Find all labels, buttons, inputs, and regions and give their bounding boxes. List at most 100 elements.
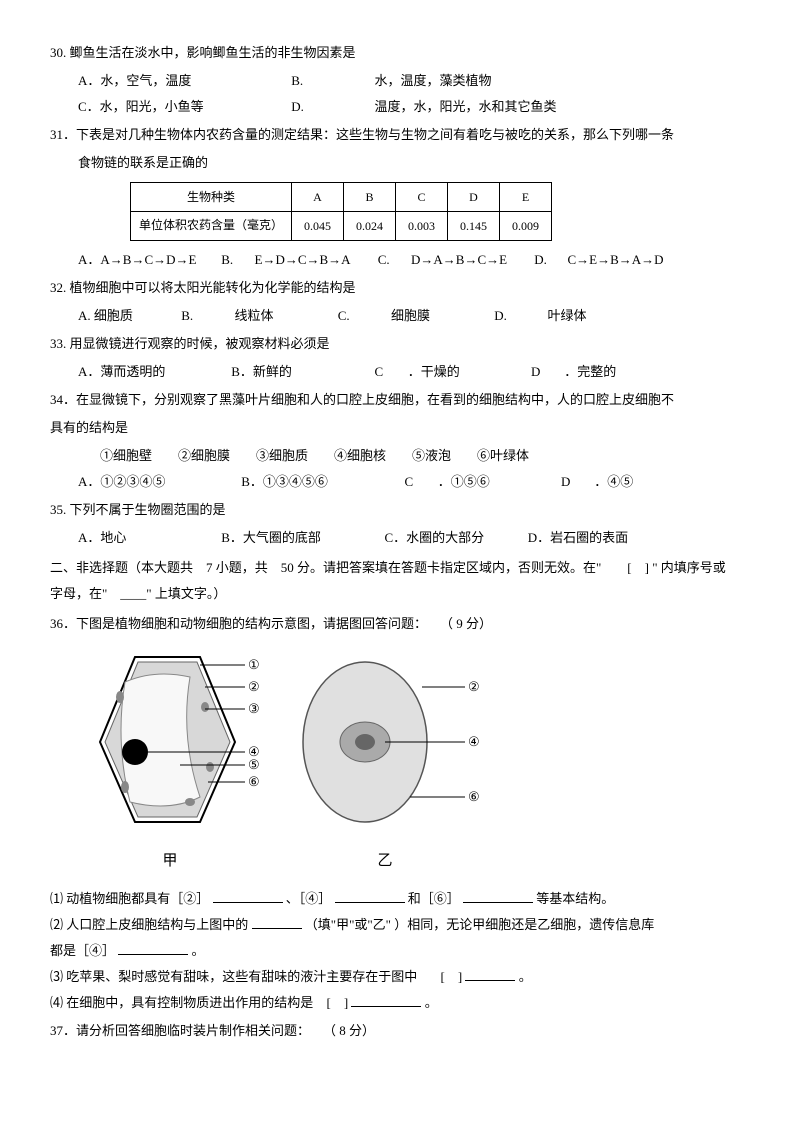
plant-cell-diagram: ① ② ③ ④ ⑤ ⑥ 甲 bbox=[80, 647, 260, 876]
blank-field[interactable] bbox=[118, 939, 188, 955]
q30-text: 30. 鲫鱼生活在淡水中，影响鲫鱼生活的非生物因素是 bbox=[50, 40, 750, 66]
blank-field[interactable] bbox=[465, 965, 515, 981]
q36-sub3-b: [ ] bbox=[441, 969, 463, 984]
question-35: 35. 下列不属于生物圈范围的是 A．地心 B．大气圈的底部 C．水圈的大部分 … bbox=[50, 497, 750, 551]
table-col-c: C bbox=[396, 183, 448, 212]
q31-options: A．A→B→C→D→E B. E→D→C→B→A C. D→A→B→C→E D.… bbox=[50, 247, 750, 273]
q34-choices: ①细胞壁 ②细胞膜 ③细胞质 ④细胞核 ⑤液泡 ⑥叶绿体 bbox=[50, 443, 750, 469]
q35-opt-b: B．大气圈的底部 bbox=[221, 525, 381, 551]
table-header-row: 生物种类 A B C D E bbox=[131, 183, 552, 212]
q32-opt-c-label: C. bbox=[338, 303, 388, 329]
plant-label-1: ① bbox=[248, 657, 260, 672]
table-col-e: E bbox=[500, 183, 552, 212]
q36-sub2-e: 。 bbox=[192, 943, 205, 958]
q30-opt-b-text: 水，温度，藻类植物 bbox=[375, 68, 492, 94]
plant-label-2: ② bbox=[248, 679, 260, 694]
q34-opt-a: A．①②③④⑤ bbox=[78, 469, 238, 495]
plant-cell-svg: ① ② ③ ④ ⑤ ⑥ bbox=[80, 647, 260, 837]
q31-text2: 食物链的联系是正确的 bbox=[50, 150, 750, 176]
q30-options-row1: A．水，空气，温度 B. 水，温度，藻类植物 bbox=[50, 68, 750, 94]
q30-opt-d-label: D. bbox=[291, 94, 371, 120]
q35-opt-a: A．地心 bbox=[78, 525, 218, 551]
q36-sub4-a: ⑷ 在细胞中，具有控制物质进出作用的结构是 bbox=[50, 995, 313, 1010]
q36-sub3-c: 。 bbox=[519, 969, 532, 984]
table-col-d: D bbox=[448, 183, 500, 212]
q33-opt-d-text: ．完整的 bbox=[564, 359, 616, 385]
q34-opt-d-text: ．④⑤ bbox=[594, 469, 633, 495]
plant-label-5: ⑤ bbox=[248, 757, 260, 772]
q31-opt-d-label: D. bbox=[534, 247, 564, 273]
question-36: 36．下图是植物细胞和动物细胞的结构示意图，请据图回答问题： （ 9 分） bbox=[50, 611, 750, 1016]
q31-opt-b-label: B. bbox=[221, 247, 251, 273]
q32-opt-c-text: 细胞膜 bbox=[391, 303, 491, 329]
q32-opt-d-label: D. bbox=[494, 303, 544, 329]
plant-cell-caption: 甲 bbox=[80, 846, 260, 876]
q30-opt-b-label: B. bbox=[291, 68, 371, 94]
table-val-e: 0.009 bbox=[500, 212, 552, 241]
q36-sub2-b: （填"甲"或"乙" bbox=[305, 917, 391, 932]
q32-opt-a: A. 细胞质 bbox=[78, 303, 178, 329]
q37-text: 37．请分析回答细胞临时装片制作相关问题： （ 8 分） bbox=[50, 1018, 750, 1044]
blank-field[interactable] bbox=[213, 887, 283, 903]
q36-sub4-b: [ ] bbox=[327, 995, 349, 1010]
q35-options: A．地心 B．大气圈的底部 C．水圈的大部分 D．岩石圈的表面 bbox=[50, 525, 750, 551]
question-32: 32. 植物细胞中可以将太阳光能转化为化学能的结构是 A. 细胞质 B. 线粒体… bbox=[50, 275, 750, 329]
section-2-title: 二、非选择题（本大题共 7 小题，共 50 分。请把答案填在答题卡指定区域内，否… bbox=[50, 555, 750, 607]
question-34: 34．在显微镜下，分别观察了黑藻叶片细胞和人的口腔上皮细胞，在看到的细胞结构中，… bbox=[50, 387, 750, 495]
q32-opt-b-text: 线粒体 bbox=[235, 303, 335, 329]
q34-opt-b: B．①③④⑤⑥ bbox=[241, 469, 401, 495]
q36-sub1: ⑴ 动植物细胞都具有［②］ 、［④］ 和［⑥］ 等基本结构。 bbox=[50, 886, 750, 912]
q36-sub2: ⑵ 人口腔上皮细胞结构与上图中的 （填"甲"或"乙" ）相同，无论甲细胞还是乙细… bbox=[50, 912, 750, 938]
q35-opt-d: D．岩石圈的表面 bbox=[528, 525, 628, 551]
question-31: 31．下表是对几种生物体内农药含量的测定结果：这些生物与生物之间有着吃与被吃的关… bbox=[50, 122, 750, 273]
q31-opt-c-label: C. bbox=[378, 247, 408, 273]
table-row-label: 单位体积农药含量（毫克） bbox=[131, 212, 292, 241]
q36-sub3-a: ⑶ 吃苹果、梨时感觉有甜味，这些有甜味的液汁主要存在于图中 bbox=[50, 969, 417, 984]
q36-sub2-d: 都是［④］ bbox=[50, 943, 115, 958]
q33-opt-c-label: C bbox=[375, 359, 405, 385]
blank-field[interactable] bbox=[351, 991, 421, 1007]
q36-sub1-b: 、［④］ bbox=[286, 891, 332, 906]
table-col-a: A bbox=[292, 183, 344, 212]
q30-opt-d-text: 温度，水，阳光，水和其它鱼类 bbox=[375, 94, 557, 120]
table-header-label: 生物种类 bbox=[131, 183, 292, 212]
table-val-d: 0.145 bbox=[448, 212, 500, 241]
q36-sub4: ⑷ 在细胞中，具有控制物质进出作用的结构是 [ ] 。 bbox=[50, 990, 750, 1016]
animal-cell-diagram: ② ④ ⑥ 乙 bbox=[290, 647, 480, 876]
q33-text: 33. 用显微镜进行观察的时候，被观察材料必须是 bbox=[50, 331, 750, 357]
q31-opt-c-text: D→A→B→C→E bbox=[411, 247, 531, 273]
q35-text: 35. 下列不属于生物圈范围的是 bbox=[50, 497, 750, 523]
q36-sub2-line2: 都是［④］ 。 bbox=[50, 938, 750, 964]
q36-sub1-d: 等基本结构。 bbox=[536, 891, 614, 906]
q32-options: A. 细胞质 B. 线粒体 C. 细胞膜 D. 叶绿体 bbox=[50, 303, 750, 329]
q31-table: 生物种类 A B C D E 单位体积农药含量（毫克） 0.045 0.024 … bbox=[130, 182, 552, 241]
q34-opt-c-text: ．①⑤⑥ bbox=[438, 469, 558, 495]
blank-field[interactable] bbox=[335, 887, 405, 903]
animal-label-6: ⑥ bbox=[468, 789, 480, 804]
section-2-title-line2: 字母，在" ____" 上填文字。） bbox=[50, 581, 750, 607]
q36-sub4-c: 。 bbox=[425, 995, 438, 1010]
q30-opt-a: A．水，空气，温度 bbox=[78, 68, 288, 94]
table-data-row: 单位体积农药含量（毫克） 0.045 0.024 0.003 0.145 0.0… bbox=[131, 212, 552, 241]
q33-opt-d-label: D bbox=[531, 359, 561, 385]
animal-label-2: ② bbox=[468, 679, 480, 694]
q33-opt-b: B．新鲜的 bbox=[231, 359, 371, 385]
cell-diagram-container: ① ② ③ ④ ⑤ ⑥ 甲 ② ④ ⑥ 乙 bbox=[80, 647, 750, 876]
q36-sub3: ⑶ 吃苹果、梨时感觉有甜味，这些有甜味的液汁主要存在于图中 [ ] 。 bbox=[50, 964, 750, 990]
plant-label-6: ⑥ bbox=[248, 774, 260, 789]
q34-opt-c-label: C bbox=[405, 469, 435, 495]
q31-opt-d-text: C→E→B→A→D bbox=[568, 247, 664, 273]
q33-opt-a: A．薄而透明的 bbox=[78, 359, 228, 385]
blank-field[interactable] bbox=[463, 887, 533, 903]
q32-opt-d-text: 叶绿体 bbox=[548, 303, 587, 329]
table-val-a: 0.045 bbox=[292, 212, 344, 241]
question-37: 37．请分析回答细胞临时装片制作相关问题： （ 8 分） bbox=[50, 1018, 750, 1044]
table-val-c: 0.003 bbox=[396, 212, 448, 241]
animal-cell-caption: 乙 bbox=[290, 846, 480, 876]
question-33: 33. 用显微镜进行观察的时候，被观察材料必须是 A．薄而透明的 B．新鲜的 C… bbox=[50, 331, 750, 385]
plant-label-3: ③ bbox=[248, 701, 260, 716]
q36-sub2-c: ）相同，无论甲细胞还是乙细胞，遗传信息库 bbox=[394, 917, 654, 932]
q31-opt-a: A．A→B→C→D→E bbox=[78, 247, 218, 273]
blank-field[interactable] bbox=[252, 913, 302, 929]
q30-opt-c: C．水，阳光，小鱼等 bbox=[78, 94, 288, 120]
